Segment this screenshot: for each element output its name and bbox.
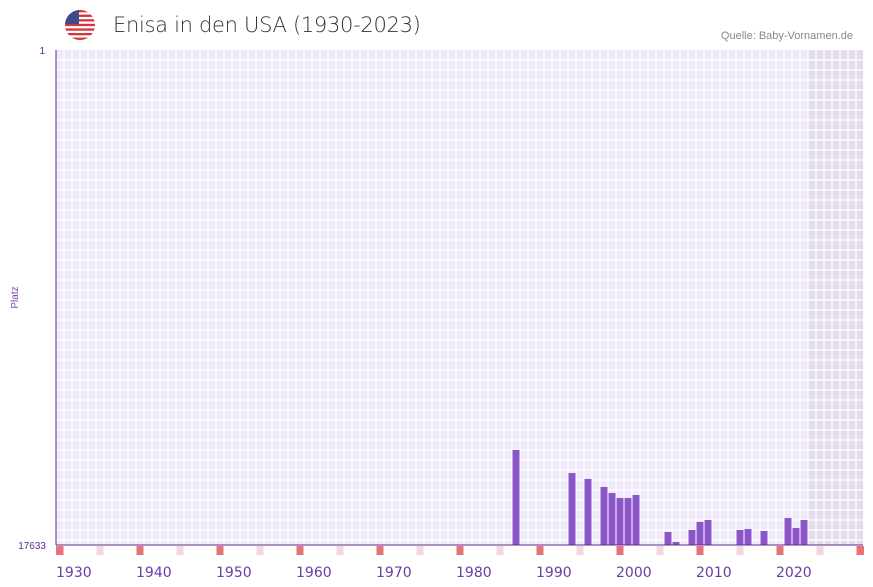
year-marker (56, 546, 64, 555)
year-marker (456, 546, 464, 555)
year-marker (616, 546, 624, 555)
year-marker (576, 546, 584, 555)
bar-2002 (632, 495, 640, 545)
x-tick-label: 2010 (696, 565, 732, 581)
year-marker (216, 546, 224, 555)
bar-2016 (744, 528, 752, 545)
bar-2001 (624, 498, 632, 545)
x-tick-label: 1940 (136, 565, 172, 581)
year-marker (656, 546, 664, 555)
y-axis-label: Platz (10, 286, 21, 308)
year-marker (416, 546, 424, 555)
x-tick-label: 1990 (536, 565, 572, 581)
x-tick-label: 2020 (776, 565, 812, 581)
chart-title: Enisa in den USA (1930-2023) (113, 13, 421, 37)
bar-2015 (736, 530, 744, 545)
bar-2009 (688, 530, 696, 545)
bar-1996 (584, 478, 592, 545)
year-marker (296, 546, 304, 555)
x-tick-label: 1980 (456, 565, 492, 581)
year-marker (736, 546, 744, 555)
y-tick-label: 1 (39, 46, 45, 57)
x-tick-label: 1960 (296, 565, 332, 581)
year-marker (776, 546, 784, 555)
bar-2007 (672, 541, 680, 545)
year-marker (256, 546, 264, 555)
year-marker (816, 546, 824, 555)
source-link[interactable]: Quelle: Baby-Vornamen.de (720, 30, 853, 42)
bar-2010 (696, 521, 704, 545)
us-flag-icon (65, 10, 95, 40)
x-tick-label: 1930 (56, 565, 92, 581)
year-marker (536, 546, 544, 555)
bar-2023 (800, 519, 808, 545)
year-marker (336, 546, 344, 555)
year-marker (696, 546, 704, 555)
year-marker (96, 546, 104, 555)
bar-1994 (568, 472, 576, 545)
bar-2011 (704, 519, 712, 545)
bar-1998 (600, 486, 608, 545)
year-marker (856, 546, 864, 555)
year-marker (136, 546, 144, 555)
plot-background (56, 50, 863, 545)
bar-2018 (760, 530, 768, 545)
x-tick-label: 1970 (376, 565, 412, 581)
year-marker (376, 546, 384, 555)
bar-1999 (608, 493, 616, 545)
bar-2021 (784, 517, 792, 545)
year-marker (496, 546, 504, 555)
x-tick-label: 2000 (616, 565, 652, 581)
y-tick-label: 17633 (18, 541, 46, 552)
bar-2022 (792, 527, 800, 545)
bar-1987 (512, 449, 520, 545)
bar-2000 (616, 498, 624, 545)
x-tick-label: 1950 (216, 565, 252, 581)
year-marker (176, 546, 184, 555)
future-shade (808, 50, 863, 545)
bar-2006 (664, 532, 672, 545)
